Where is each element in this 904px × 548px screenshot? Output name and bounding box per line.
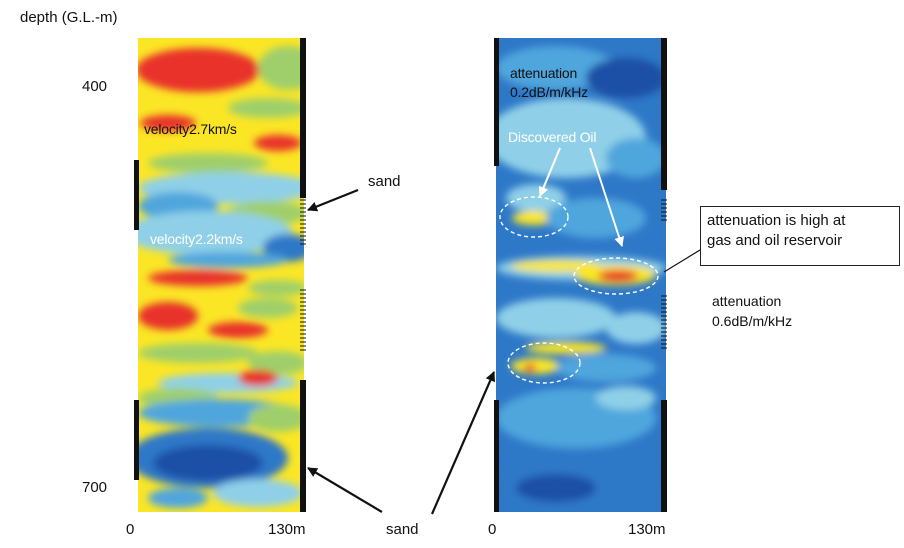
oil-zone-lower-circle — [507, 342, 581, 384]
attenuation-low-line1: attenuation — [510, 65, 578, 81]
callout-line2: gas and oil reservoir — [707, 232, 843, 250]
left-x-tick-start: 0 — [126, 521, 135, 538]
attenuation-low-label: attenuation 0.2dB/m/kHz — [510, 64, 588, 102]
discovered-oil-label: Discovered Oil — [508, 129, 597, 145]
right-x-tick-end: 130m — [628, 521, 666, 538]
left-x-tick-end: 130m — [268, 521, 306, 538]
depth-tick-bottom: 700 — [82, 479, 108, 496]
depth-axis-label: depth (G.L.-m) — [20, 9, 118, 26]
sand-label-bottom: sand — [386, 521, 419, 538]
attenuation-tomogram: attenuation 0.2dB/m/kHz Discovered Oil — [496, 38, 666, 512]
callout-leader — [663, 249, 701, 273]
callout-line1: attenuation is high at — [707, 212, 846, 229]
velocity-tomogram: velocity2.7km/s velocity2.2km/s — [138, 38, 304, 512]
sand-arrow-upper — [307, 188, 359, 212]
oil-zone-reservoir-circle — [573, 257, 659, 295]
oil-zone-upper-circle — [499, 196, 569, 238]
attenuation-high-label: attenuation 0.6dB/m/kHz — [712, 292, 792, 331]
velocity-low-label: velocity2.2km/s — [150, 231, 243, 247]
sand-arrow-right — [430, 371, 496, 515]
attenuation-high-line1: attenuation — [712, 293, 782, 309]
velocity-high-label: velocity2.7km/s — [144, 121, 237, 137]
sand-arrow-left — [307, 467, 383, 513]
sand-label-upper: sand — [368, 173, 401, 190]
attenuation-tomogram-image — [496, 38, 666, 512]
velocity-tomogram-image — [138, 38, 304, 512]
depth-tick-top: 400 — [82, 78, 108, 95]
attenuation-high-line2: 0.6dB/m/kHz — [712, 312, 793, 329]
right-x-tick-start: 0 — [488, 521, 497, 538]
reservoir-callout-box: attenuation is high at gas and oil reser… — [700, 206, 900, 266]
attenuation-low-line2: 0.2dB/m/kHz — [510, 83, 588, 100]
